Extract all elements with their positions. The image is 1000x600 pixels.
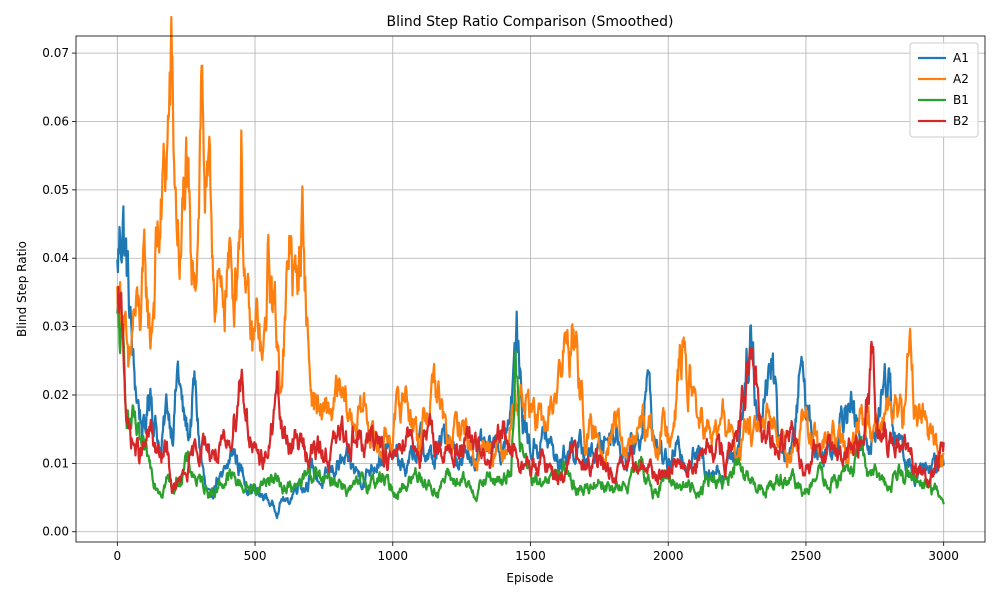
x-tick-label: 2000 (653, 549, 684, 563)
y-tick-label: 0.04 (42, 251, 69, 265)
legend-label-b2: B2 (953, 114, 969, 128)
series-line-a2 (116, 15, 945, 472)
legend: A1 A2 B1 B2 (909, 42, 979, 138)
legend-label-b1: B1 (953, 93, 969, 107)
series-layer (116, 15, 945, 520)
x-tick-label: 1500 (515, 549, 546, 563)
y-tick-label: 0.00 (42, 525, 69, 539)
x-tick-label: 3000 (928, 549, 959, 563)
series-line-b2 (116, 285, 945, 494)
chart-title: Blind Step Ratio Comparison (Smoothed) (386, 14, 673, 30)
legend-box (909, 42, 979, 138)
x-tick-label: 500 (244, 549, 267, 563)
y-tick-label: 0.05 (42, 183, 69, 197)
y-tick-label: 0.06 (42, 114, 69, 128)
x-tick-label: 1000 (377, 549, 408, 563)
x-tick-label: 0 (113, 549, 121, 563)
tick-layer: 0 500 1000 1500 2000 2500 3000 0.00 0.01 0.02 0.03… (42, 46, 959, 563)
x-tick-label: 2500 (791, 549, 822, 563)
legend-label-a2: A2 (953, 72, 969, 86)
y-tick-label: 0.02 (42, 388, 69, 402)
legend-label-a1: A1 (953, 51, 969, 65)
y-tick-label: 0.03 (42, 320, 69, 334)
y-tick-label: 0.01 (42, 456, 69, 470)
x-axis-label: Episode (506, 571, 553, 585)
y-tick-label: 0.07 (42, 46, 69, 60)
y-axis-label: Blind Step Ratio (15, 241, 29, 337)
